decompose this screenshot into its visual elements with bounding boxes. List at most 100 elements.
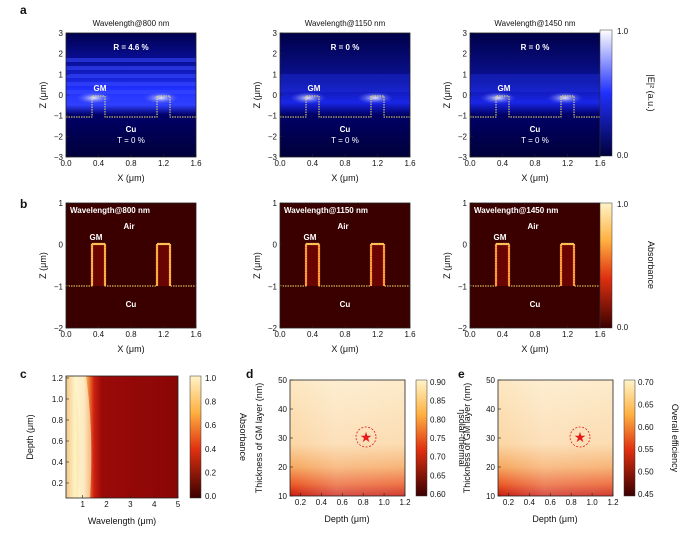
transmittance-label: T = 0 %: [117, 136, 145, 145]
panel-a-xlabel: X (μm): [331, 173, 358, 183]
y-tick-label: −3: [268, 153, 278, 162]
x-tick-label: 1.2: [607, 498, 619, 507]
colorbar-e-ticks: 0.70 0.65 0.60 0.55 0.50 0.45: [638, 378, 654, 499]
field-hotspot: [480, 92, 516, 104]
x-tick-label: 1.0: [379, 498, 391, 507]
y-tick-label: −2: [54, 132, 64, 141]
panel-a-ylabel: Z (μm): [38, 82, 48, 109]
panel-c-ticks: 1 2 3 4 5 1.2 1.0 0.8 0.6 0.4 0.2: [52, 374, 181, 509]
y-tick-label: 20: [486, 463, 495, 472]
x-tick-label: 0.0: [60, 330, 72, 339]
reflectance-label: R = 0 %: [521, 43, 550, 52]
colorbar-b-tick-max: 1.0: [617, 200, 629, 209]
x-tick-label: 5: [176, 500, 181, 509]
field-hotspot: [76, 92, 112, 104]
colorbar-c-label: Absorbance: [238, 413, 248, 461]
y-tick-label: 30: [278, 434, 287, 443]
colorbar-a-bar: [599, 29, 613, 157]
panel-e-ticks: 0.2 0.4 0.6 0.8 1.0 1.2 50 40 30 20 10: [486, 376, 619, 507]
panel-a-title: Wavelength@1450 nm: [494, 19, 576, 28]
gm-label: GM: [90, 233, 103, 242]
panel-b-field: [280, 203, 410, 328]
x-tick-label: 1.6: [190, 330, 202, 339]
colorbar-d-ticks: 0.90 0.85 0.80 0.75 0.70 0.65 0.60: [430, 378, 446, 499]
y-tick-label: −2: [54, 324, 64, 333]
colorbar-a-tick-min: 0.0: [617, 151, 629, 160]
gm-outline: [66, 243, 196, 287]
colorbar-b: 1.0 0.0 Absorbance: [599, 200, 656, 332]
colorbar-tick-label: 1.0: [205, 374, 217, 383]
x-tick-label: 1.2: [562, 330, 574, 339]
y-tick-label: −2: [458, 132, 468, 141]
y-tick-label: 3: [463, 29, 468, 38]
y-tick-label: 10: [486, 492, 495, 501]
panel-c-bright-band: [74, 376, 92, 498]
colorbar-tick-label: 0.70: [430, 453, 446, 462]
air-label: Air: [123, 222, 134, 231]
x-tick-label: 0.8: [339, 330, 351, 339]
gm-outline: [66, 95, 196, 118]
transmittance-label: T = 0 %: [331, 136, 359, 145]
y-tick-label: −1: [54, 112, 64, 121]
y-tick-label: 1: [273, 199, 278, 208]
x-tick-label: 0.0: [60, 159, 72, 168]
y-tick-label: 40: [278, 405, 287, 414]
x-tick-label: 4: [152, 500, 157, 509]
field-hotspot: [357, 92, 393, 104]
cu-label: Cu: [126, 125, 137, 134]
x-tick-label: 0.8: [566, 498, 578, 507]
x-tick-label: 0.2: [295, 498, 307, 507]
colorbar-tick-label: 0.50: [638, 468, 654, 477]
panel-b-title: Wavelength@1150 nm: [284, 206, 368, 215]
y-tick-label: −2: [268, 324, 278, 333]
x-tick-label: 0.4: [497, 159, 509, 168]
panel-e: ★ 0.2 0.4 0.6 0.8 1.0 1.2 50 40 30 20 10 Depth (μm…: [462, 376, 680, 524]
gm-label: GM: [94, 84, 107, 93]
x-tick-label: 0.4: [524, 498, 536, 507]
panel-c-frame: [65, 375, 179, 499]
y-tick-label: 50: [278, 376, 287, 385]
y-tick-label: 0: [463, 91, 468, 100]
x-tick-label: 0.8: [529, 159, 541, 168]
y-tick-label: 0: [273, 241, 278, 250]
panel-b-title: Wavelength@800 nm: [70, 206, 150, 215]
colorbar-e-bar: [623, 379, 636, 497]
x-tick-label: 2: [104, 500, 109, 509]
x-tick-label: 1.2: [372, 159, 384, 168]
reflectance-label: R = 0 %: [331, 43, 360, 52]
panel-a-title: Wavelength@1150 nm: [305, 19, 386, 28]
panel-a-xlabel: X (μm): [117, 173, 144, 183]
y-tick-label: 0: [59, 241, 64, 250]
y-tick-label: 0: [463, 241, 468, 250]
y-tick-label: 0: [273, 91, 278, 100]
field-hotspot: [547, 92, 583, 104]
panel-b-ylabel: Z (μm): [38, 252, 48, 279]
panel-e-optimum-circle: [569, 426, 591, 448]
gm-pillar: [496, 244, 509, 286]
x-tick-label: 0.0: [274, 159, 286, 168]
gm-label: GM: [308, 84, 321, 93]
colorbar-a: 1.0 0.0 |E|² (a.u.): [599, 27, 656, 160]
panel-b-ylabel: Z (μm): [442, 252, 452, 279]
gm-pillar: [561, 244, 574, 286]
x-tick-label: 0.4: [307, 330, 319, 339]
y-tick-label: 1: [463, 199, 468, 208]
row-b-absorbance-maps: Wavelength@800 nm GM Air Cu 0.0 0.4 0.8 1.2 1.6 1…: [38, 199, 606, 354]
field-band: [66, 58, 196, 62]
panel-b-xlabel: X (μm): [117, 344, 144, 354]
panel-b-ylabel: Z (μm): [252, 252, 262, 279]
panel-b-xlabel: X (μm): [521, 344, 548, 354]
gm-outline: [280, 243, 410, 287]
gm-label: GM: [304, 233, 317, 242]
field-band: [66, 66, 196, 70]
y-tick-label: 1: [273, 70, 278, 79]
field-band: [280, 74, 410, 92]
star-icon: ★: [360, 429, 373, 445]
x-tick-label: 1.2: [158, 330, 170, 339]
panel-label-b: b: [20, 197, 27, 211]
colorbar-a-label: |E|² (a.u.): [646, 74, 656, 111]
colorbar-c-bar: [189, 375, 202, 499]
colorbar-b-label: Absorbance: [646, 241, 656, 289]
x-tick-label: 1.6: [190, 159, 202, 168]
panel-d-ylabel: Thickness of GM layer (nm): [254, 383, 264, 494]
